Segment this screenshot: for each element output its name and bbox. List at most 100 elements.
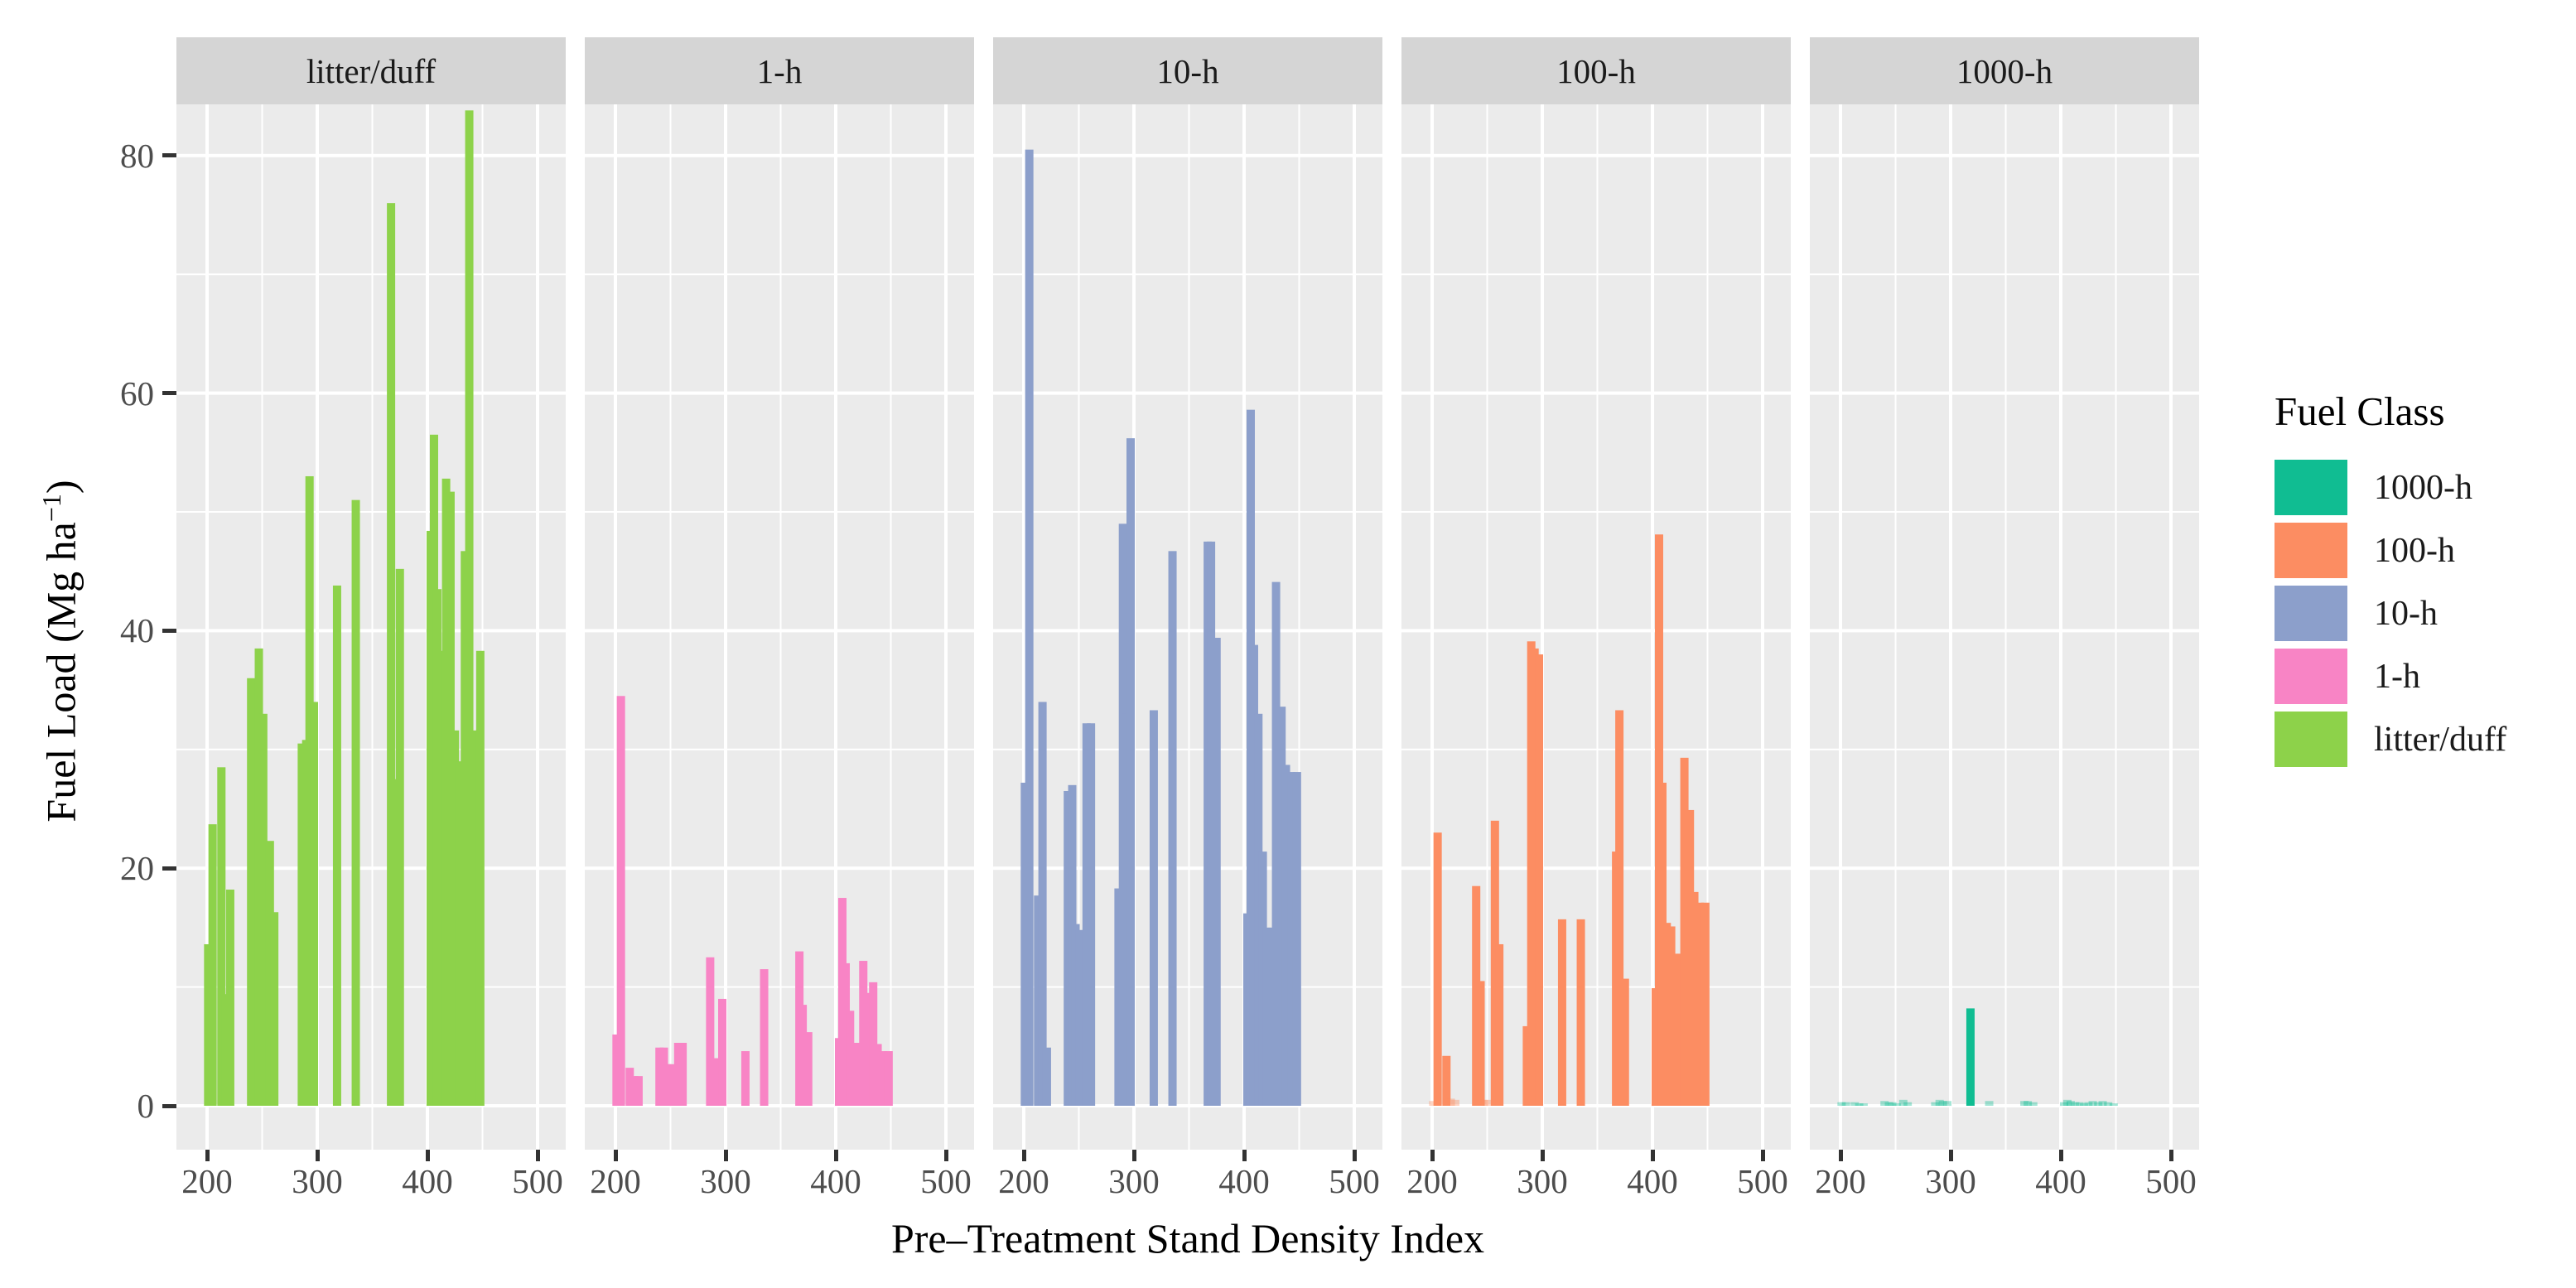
bar xyxy=(706,957,715,1106)
major-gridline-y xyxy=(1810,391,2199,395)
minor-gridline-x xyxy=(261,104,263,1150)
bar xyxy=(2020,1101,2029,1106)
major-gridline-x xyxy=(1353,104,1356,1150)
bar xyxy=(1892,1103,1901,1106)
legend-items: 1000-h 100-h 10-h 1-h litter/duff xyxy=(2275,460,2573,767)
x-tick-mark xyxy=(2168,1150,2173,1161)
x-tick-label: 300 xyxy=(292,1162,343,1200)
bar xyxy=(1662,923,1672,1106)
bar xyxy=(1696,902,1705,1106)
bar xyxy=(1686,809,1695,1106)
bar xyxy=(655,1047,664,1106)
bar xyxy=(2079,1103,2088,1106)
major-gridline-y xyxy=(1810,153,2199,157)
legend-label: 1000-h xyxy=(2374,468,2472,507)
bar xyxy=(1042,1047,1051,1106)
y-tick-label: 0 xyxy=(137,1087,155,1125)
major-gridline-x xyxy=(1242,104,1246,1150)
minor-gridline-y xyxy=(1401,986,1791,988)
minor-gridline-y xyxy=(585,748,974,750)
bar xyxy=(461,551,470,1106)
bar xyxy=(634,1076,643,1106)
minor-gridline-y xyxy=(1401,748,1791,750)
bar xyxy=(1898,1099,1908,1106)
x-tick-label: 300 xyxy=(700,1162,751,1200)
bar xyxy=(1884,1102,1893,1106)
minor-gridline-x xyxy=(890,104,892,1150)
legend-item-litter-duff: litter/duff xyxy=(2275,712,2573,767)
bar xyxy=(760,969,769,1106)
x-tick-label: 400 xyxy=(402,1162,453,1200)
bar xyxy=(254,648,263,1106)
legend-label: 10-h xyxy=(2374,594,2438,633)
minor-gridline-x xyxy=(2115,104,2117,1150)
bar xyxy=(1490,820,1499,1106)
legend-swatch xyxy=(2275,586,2347,641)
y-tick-label: 40 xyxy=(120,611,154,650)
bar xyxy=(879,1051,888,1106)
major-gridline-y xyxy=(993,153,1382,157)
bar xyxy=(1938,1101,1947,1106)
panel-background xyxy=(1810,104,2199,1150)
bar xyxy=(1287,772,1296,1106)
bar xyxy=(1025,149,1034,1106)
x-tick-label: 500 xyxy=(920,1162,972,1200)
bar xyxy=(2071,1102,2080,1106)
major-gridline-y xyxy=(1401,391,1791,395)
x-tick-mark xyxy=(1352,1150,1357,1161)
bar xyxy=(1292,772,1301,1106)
bar xyxy=(2028,1102,2038,1106)
y-tick-mark xyxy=(162,153,176,158)
bar xyxy=(270,912,279,1106)
bar xyxy=(1122,713,1131,1106)
minor-gridline-y xyxy=(176,273,566,276)
bar xyxy=(208,824,217,1106)
bar xyxy=(1207,541,1216,1106)
x-tick-label: 200 xyxy=(1815,1162,1866,1200)
facet-panel-100-h xyxy=(1401,104,1791,1150)
bar xyxy=(2024,1101,2033,1106)
bar xyxy=(1271,581,1281,1106)
bar xyxy=(1087,723,1096,1106)
minor-gridline-y xyxy=(176,511,566,513)
legend-label: 100-h xyxy=(2374,531,2455,570)
bar xyxy=(1690,891,1699,1106)
bar xyxy=(1522,1025,1532,1106)
bar xyxy=(1168,551,1177,1106)
bar xyxy=(740,1051,750,1106)
y-tick-label: 60 xyxy=(120,374,154,412)
bar xyxy=(616,696,625,1106)
bar xyxy=(667,1064,676,1106)
bar xyxy=(1277,707,1286,1106)
bar xyxy=(612,1034,621,1106)
minor-gridline-y xyxy=(993,748,1382,750)
bar xyxy=(1700,902,1710,1106)
major-gridline-y xyxy=(1401,1104,1791,1107)
y-tick-label: 20 xyxy=(120,849,154,888)
minor-gridline-x xyxy=(371,104,374,1150)
major-gridline-x xyxy=(1839,104,1842,1150)
facet-strip-1-h: 1-h xyxy=(585,37,974,104)
minor-gridline-x xyxy=(1078,104,1080,1150)
minor-gridline-y xyxy=(585,273,974,276)
bar xyxy=(351,499,360,1106)
bar xyxy=(395,568,404,1106)
bar xyxy=(1064,790,1073,1106)
minor-gridline-y xyxy=(1401,511,1791,513)
bar xyxy=(1446,1098,1455,1106)
x-tick-mark xyxy=(535,1150,540,1161)
minor-gridline-y xyxy=(993,986,1382,988)
bar xyxy=(1837,1102,1846,1106)
x-tick-mark xyxy=(1650,1150,1655,1161)
panel-background xyxy=(1401,104,1791,1150)
x-tick-mark xyxy=(1242,1150,1247,1161)
bar xyxy=(630,1076,639,1106)
facet-strip-litter-duff: litter/duff xyxy=(176,37,566,104)
minor-gridline-x xyxy=(1596,104,1599,1150)
bar xyxy=(1615,710,1624,1106)
x-tick-mark xyxy=(723,1150,728,1161)
minor-gridline-x xyxy=(2004,104,2007,1150)
legend-item-100-h: 100-h xyxy=(2275,523,2573,578)
bar xyxy=(1680,757,1689,1106)
